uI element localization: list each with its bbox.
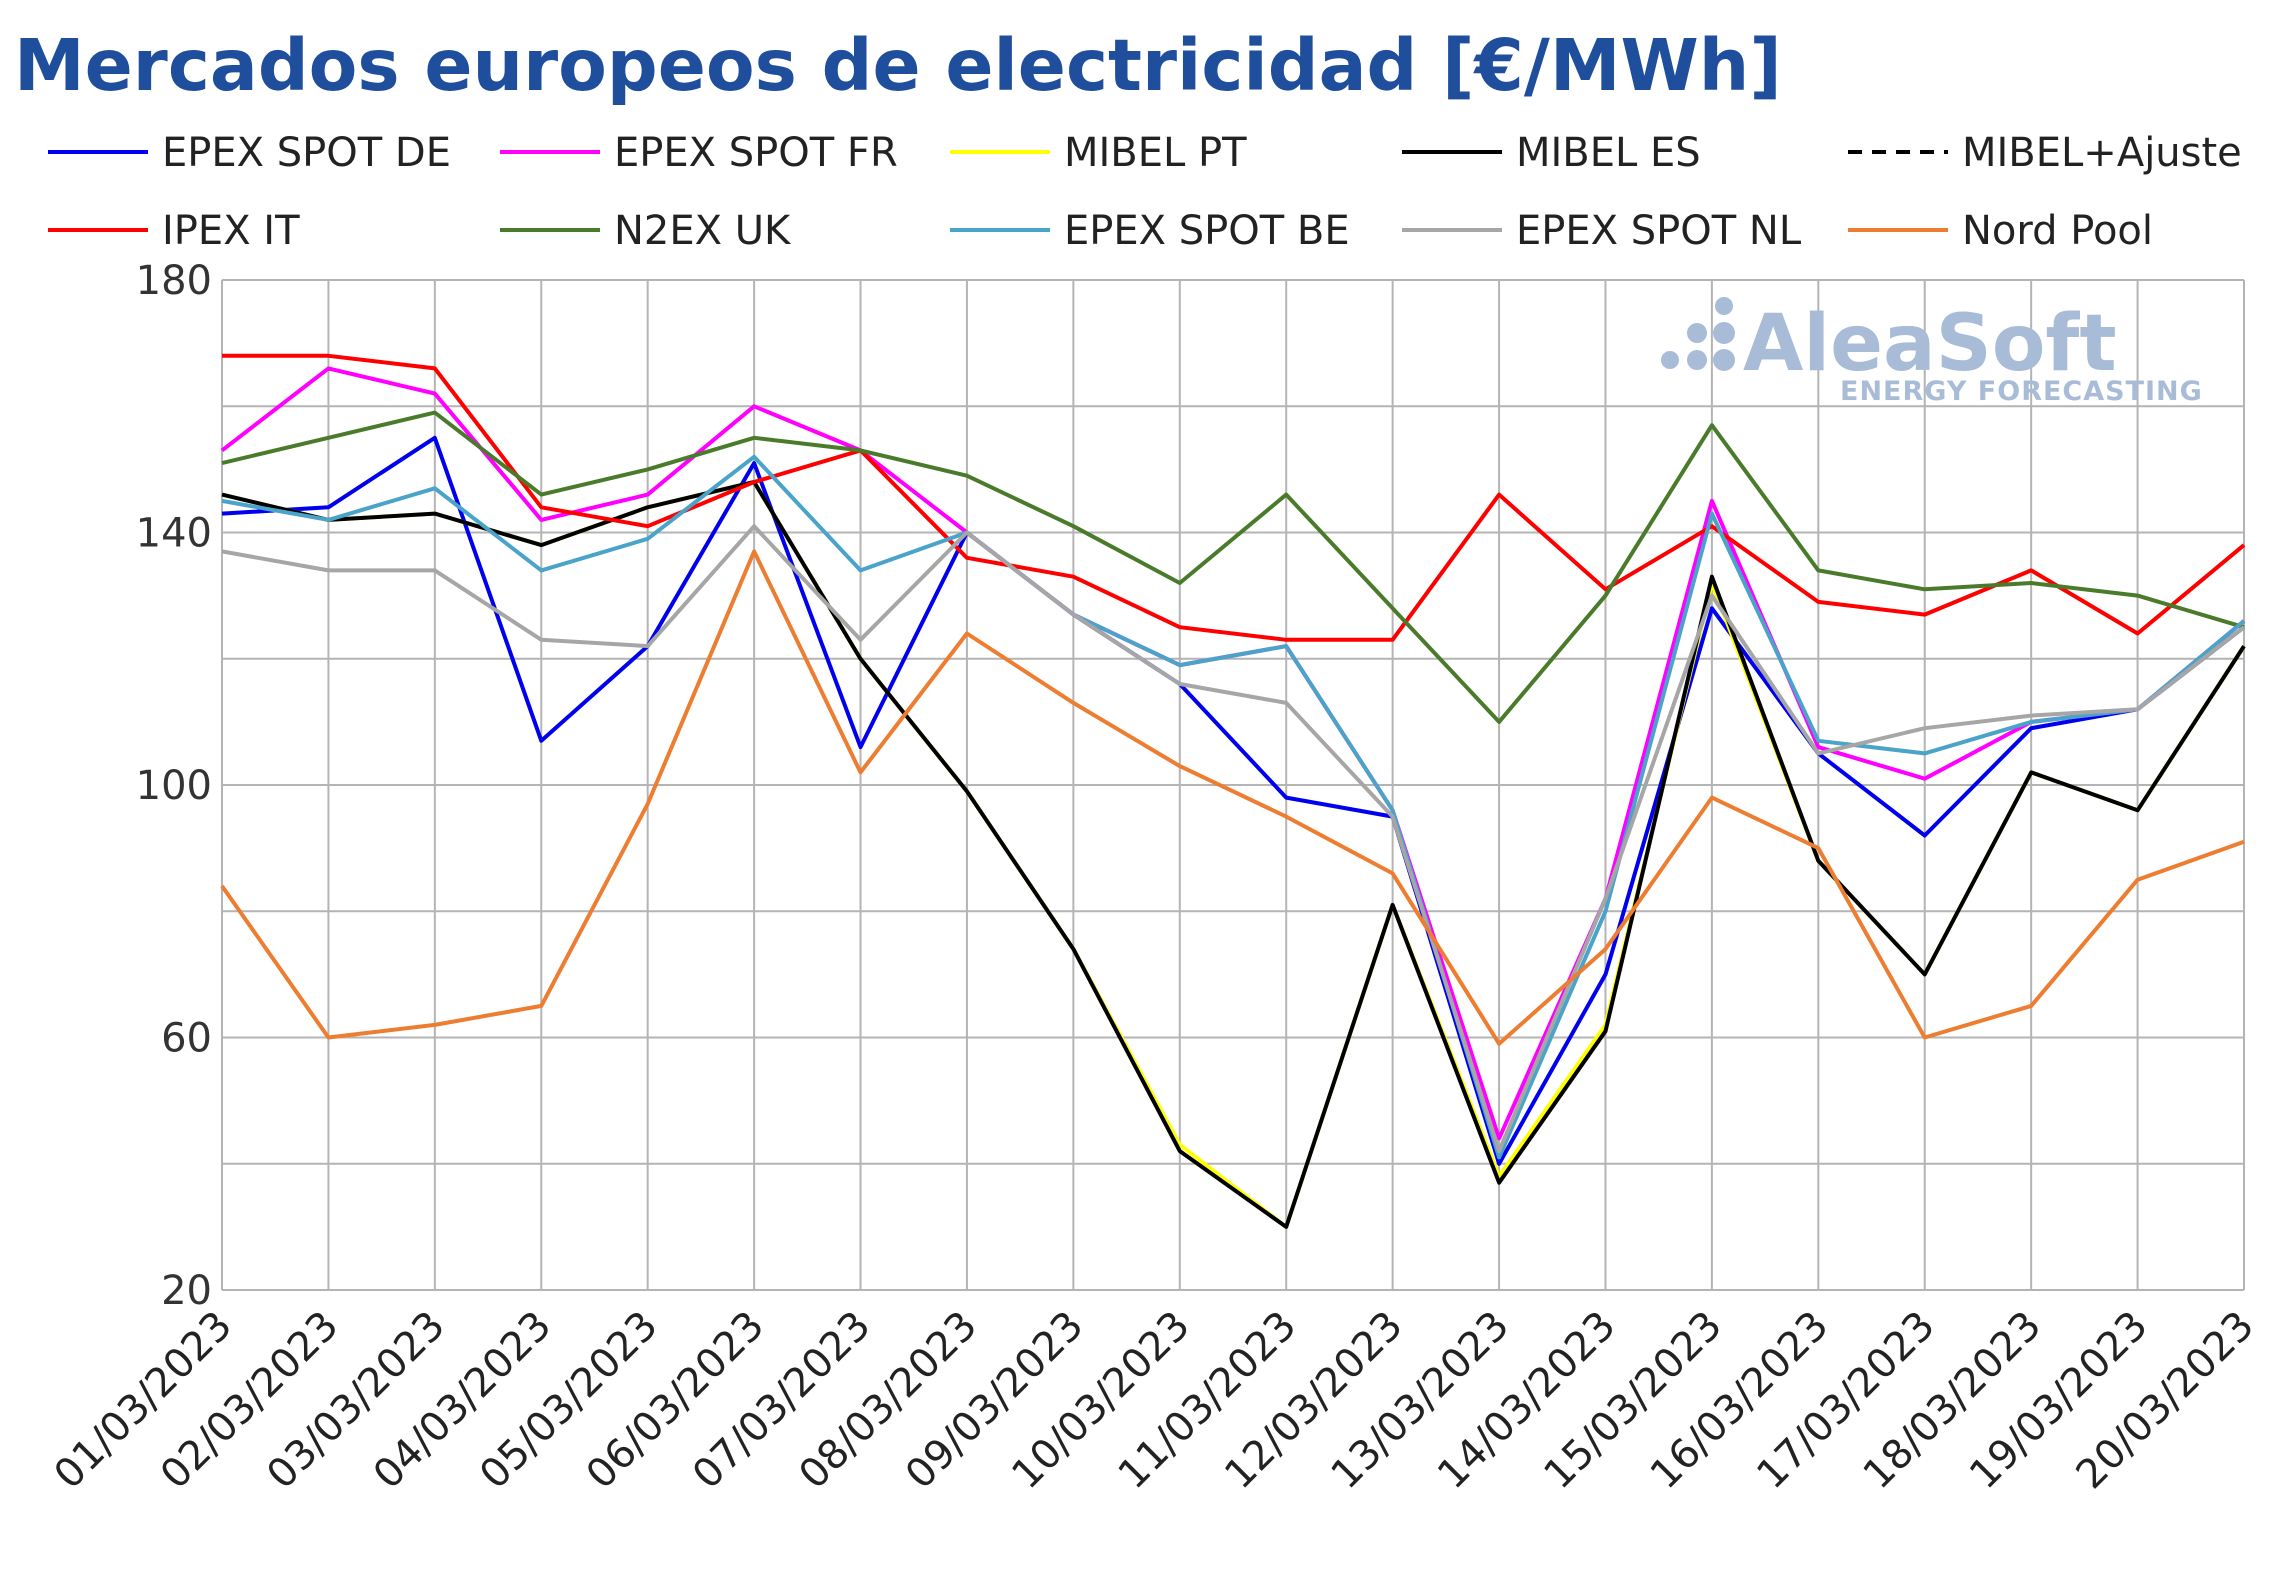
- series-line-ipex-it: [222, 353, 2246, 642]
- legend-label: EPEX SPOT BE: [1064, 208, 1350, 254]
- legend-label: Nord Pool: [1962, 208, 2153, 254]
- legend-item-mibel-ajuste: MIBEL+Ajuste: [1848, 130, 2242, 176]
- y-tick-label: 60: [161, 1016, 212, 1062]
- series-line-epex-spot-de: [221, 435, 2246, 1166]
- series-line-epex-spot-be: [221, 454, 2246, 1160]
- legend-item-epex-spot-nl: EPEX SPOT NL: [1402, 208, 1802, 254]
- legend-label: IPEX IT: [162, 208, 300, 254]
- y-tick-label: 180: [136, 258, 212, 304]
- chart-title: Mercados europeos de electricidad [€/MWh…: [14, 24, 1782, 107]
- series-line-n2ex-uk: [221, 410, 2245, 724]
- series-line-mibel-pt: [221, 480, 2246, 1229]
- legend: EPEX SPOT DE EPEX SPOT FR MIBEL PT MIBEL ES…: [48, 130, 2242, 254]
- series-line-mibel-es: [221, 480, 2246, 1229]
- y-tick-label: 20: [161, 1268, 212, 1314]
- legend-item-epex-spot-de: EPEX SPOT DE: [48, 130, 451, 176]
- series-line-epex-spot-nl: [221, 524, 2246, 1154]
- legend-item-nord-pool: Nord Pool: [1848, 208, 2153, 254]
- aleasoft-logo: AleaSoft ENERGY FORECASTING: [1661, 297, 2203, 407]
- y-tick-label: 100: [136, 763, 212, 809]
- legend-item-mibel-es: MIBEL ES: [1402, 130, 1701, 176]
- legend-item-epex-spot-fr: EPEX SPOT FR: [500, 130, 898, 176]
- legend-label: N2EX UK: [614, 208, 792, 254]
- legend-label: EPEX SPOT DE: [162, 130, 451, 176]
- legend-label: EPEX SPOT NL: [1516, 208, 1802, 254]
- logo-name: AleaSoft: [1743, 299, 2117, 389]
- y-tick-label: 140: [136, 511, 212, 557]
- logo-dots-icon: [1661, 297, 1735, 371]
- series-lines: [220, 353, 2246, 1229]
- y-axis-ticks: 20 60 100 140 180: [136, 258, 212, 1314]
- series-line-nord-pool: [220, 549, 2245, 1046]
- legend-item-n2ex-uk: N2EX UK: [500, 208, 792, 254]
- legend-item-mibel-pt: MIBEL PT: [950, 130, 1247, 176]
- legend-label: MIBEL ES: [1516, 130, 1701, 176]
- legend-item-epex-spot-be: EPEX SPOT BE: [950, 208, 1350, 254]
- gridlines: [221, 279, 2245, 1291]
- logo-tagline: ENERGY FORECASTING: [1840, 376, 2203, 407]
- legend-label: MIBEL PT: [1064, 130, 1247, 176]
- legend-label: MIBEL+Ajuste: [1962, 130, 2242, 176]
- legend-item-ipex-it: IPEX IT: [48, 208, 300, 254]
- x-axis-ticks: 01/03/202302/03/202303/03/202304/03/2023…: [46, 1303, 2264, 1499]
- legend-label: EPEX SPOT FR: [614, 130, 898, 176]
